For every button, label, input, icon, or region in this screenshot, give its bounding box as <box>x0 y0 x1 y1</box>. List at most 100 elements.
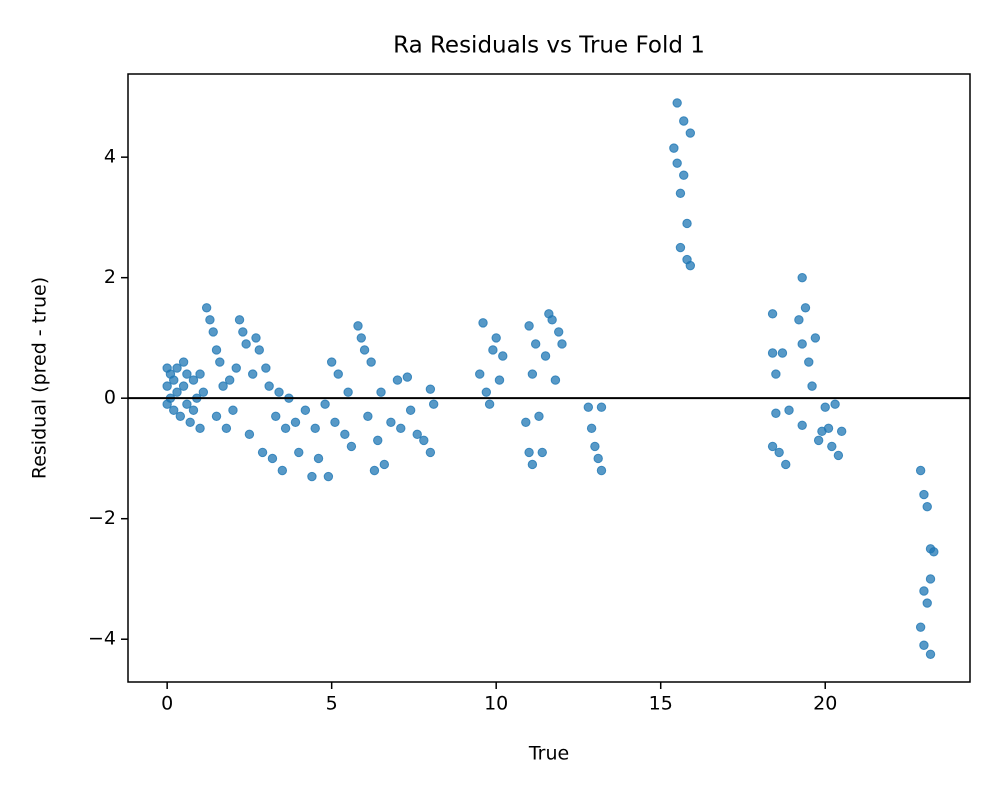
point <box>248 369 258 379</box>
point <box>781 459 791 470</box>
point <box>915 622 926 632</box>
point <box>767 309 778 319</box>
x-tick-label: 20 <box>813 693 837 715</box>
point <box>669 143 679 153</box>
point <box>596 465 607 476</box>
point <box>488 345 498 355</box>
point <box>679 170 689 180</box>
y-tick-label: −2 <box>88 507 116 529</box>
point <box>274 387 284 397</box>
x-tick-label: 5 <box>326 693 338 715</box>
point <box>800 303 811 313</box>
point <box>679 116 689 126</box>
point <box>290 417 301 427</box>
point <box>481 387 492 397</box>
point <box>271 411 281 421</box>
point <box>396 423 406 434</box>
point <box>586 423 597 434</box>
point <box>771 369 781 379</box>
point <box>836 426 847 437</box>
y-tick-label: 2 <box>104 266 116 288</box>
point <box>353 321 363 331</box>
point <box>919 586 929 596</box>
plot-frame <box>127 73 971 683</box>
point <box>807 381 817 391</box>
point <box>188 375 199 385</box>
point <box>919 640 929 650</box>
point <box>405 405 416 415</box>
point <box>922 501 932 512</box>
point <box>583 402 594 412</box>
point <box>550 375 561 385</box>
point <box>251 333 261 343</box>
point <box>774 447 784 458</box>
point <box>521 417 531 427</box>
point <box>675 242 686 253</box>
point <box>211 345 222 355</box>
point <box>922 598 932 608</box>
point <box>221 423 232 434</box>
point <box>323 471 334 482</box>
point <box>425 447 436 458</box>
chart-title: Ra Residuals vs True Fold 1 <box>393 33 705 59</box>
point <box>188 405 199 415</box>
point <box>919 489 929 500</box>
point <box>537 447 547 458</box>
point <box>224 375 235 385</box>
point <box>346 441 357 452</box>
point <box>915 465 926 476</box>
point <box>169 405 179 415</box>
point <box>767 348 778 358</box>
point <box>827 441 837 452</box>
point <box>244 429 255 440</box>
point <box>767 441 778 452</box>
point <box>198 387 209 397</box>
point <box>231 363 241 373</box>
point <box>797 272 807 283</box>
point <box>524 321 534 331</box>
point <box>373 435 383 446</box>
point <box>833 450 844 461</box>
point <box>491 333 501 343</box>
point <box>294 447 304 458</box>
point <box>557 339 567 349</box>
point <box>682 218 692 229</box>
point <box>425 384 436 394</box>
point <box>771 408 781 418</box>
point <box>484 399 495 409</box>
point <box>228 405 238 415</box>
point <box>169 375 179 385</box>
point <box>201 303 212 313</box>
point <box>929 547 939 557</box>
point <box>205 315 215 325</box>
point <box>784 405 794 415</box>
point <box>596 402 607 412</box>
point <box>402 372 413 382</box>
point <box>264 381 274 391</box>
point <box>211 411 222 421</box>
point <box>428 399 439 409</box>
point <box>254 345 264 355</box>
point <box>185 417 195 427</box>
point <box>672 158 682 168</box>
point <box>830 399 840 409</box>
point <box>218 381 228 391</box>
point <box>925 649 936 659</box>
point <box>172 387 182 397</box>
point <box>261 363 271 373</box>
point <box>359 345 370 355</box>
point <box>182 369 192 379</box>
point <box>777 348 788 358</box>
point <box>238 327 248 337</box>
point <box>333 369 343 379</box>
point <box>376 387 386 397</box>
point <box>797 339 807 349</box>
point <box>475 369 485 379</box>
point <box>234 315 245 325</box>
point <box>527 369 538 379</box>
point <box>307 471 317 482</box>
point <box>310 423 320 434</box>
y-tick-label: 0 <box>104 387 116 409</box>
point <box>340 429 350 440</box>
